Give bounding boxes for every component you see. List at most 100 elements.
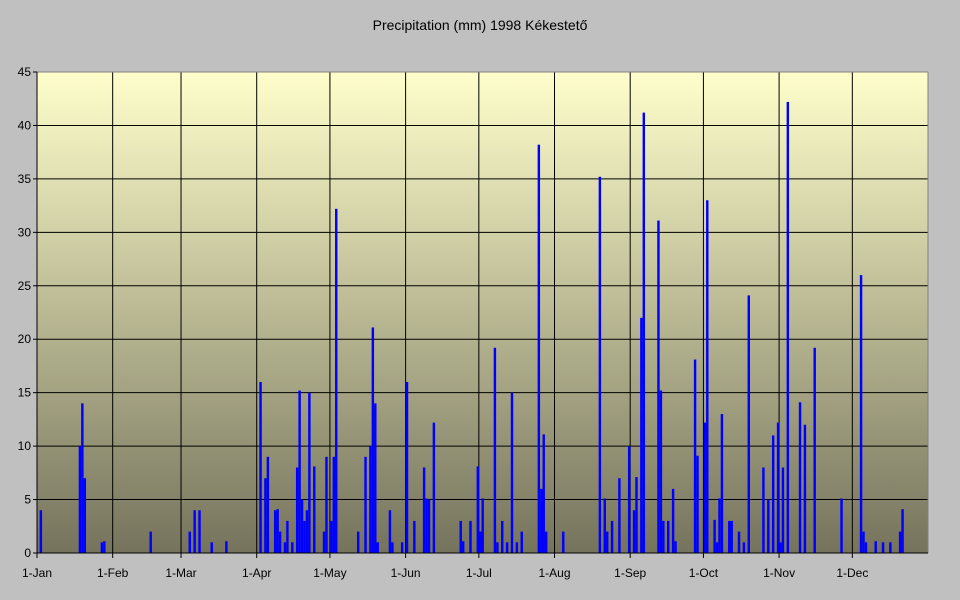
bar-day-284	[728, 520, 731, 553]
bar-day-208	[542, 434, 545, 553]
bar-day-140	[376, 542, 379, 553]
bar-day-278	[713, 519, 716, 553]
bar-day-98	[273, 510, 277, 553]
x-tick-label: 1-Sep	[614, 566, 646, 580]
axes: 0 5 10 15 20 25 30 35 40 45 1-Jan 1-Feb 1-Mar 1-Apr 1-…	[18, 65, 929, 580]
bar-day-27	[100, 542, 104, 553]
bars	[39, 101, 904, 554]
bar-day-300	[767, 499, 770, 553]
x-tick-label: 1-Oct	[689, 566, 719, 580]
x-tick-label: 1-Aug	[538, 566, 570, 580]
bar-day-243	[627, 446, 631, 553]
bar-day-306	[781, 467, 785, 553]
bar-day-188	[493, 347, 497, 553]
bar-day-161	[427, 499, 431, 553]
y-tick-label: 20	[18, 332, 32, 346]
bar-day-195	[510, 392, 514, 553]
x-tick-label: 1-Mar	[165, 566, 196, 580]
bar-day-340	[864, 542, 868, 553]
bar-day-292	[747, 295, 750, 553]
bar-day-135	[364, 456, 367, 553]
x-tick-label: 1-Jul	[466, 566, 492, 580]
bar-day-290	[742, 542, 746, 553]
y-tick-label: 25	[18, 279, 32, 293]
bar-day-107	[295, 467, 299, 553]
bar-day-20	[83, 478, 87, 553]
bar-day-255	[657, 220, 660, 553]
bar-day-257	[662, 520, 665, 553]
bar-day-119	[325, 456, 328, 553]
bar-day-209	[544, 531, 548, 553]
y-tick-label: 10	[18, 439, 32, 453]
x-tick-label: 1-May	[313, 566, 346, 580]
gridlines	[37, 71, 928, 553]
bar-day-233	[603, 498, 606, 553]
bar-day-285	[730, 520, 733, 553]
bar-day-102	[283, 542, 287, 553]
bar-day-160	[425, 498, 428, 553]
x-tick-label: 1-Jan	[22, 566, 52, 580]
bar-day-319	[813, 347, 816, 553]
bar-day-274	[703, 422, 707, 553]
bar-day-246	[635, 477, 638, 553]
x-tick-label: 1-Nov	[763, 566, 795, 580]
y-tick-label: 45	[18, 65, 32, 79]
bar-day-288	[737, 531, 741, 553]
chart-title: Precipitation (mm) 1998 Kékestető	[373, 17, 588, 33]
x-tick-label: 1-Apr	[242, 566, 271, 580]
bar-day-47	[149, 531, 152, 553]
bar-day-234	[605, 531, 609, 553]
bar-day-256	[659, 390, 663, 553]
y-tick-label: 30	[18, 225, 32, 239]
bar-day-100	[278, 531, 282, 553]
y-tick-label: 15	[18, 386, 32, 400]
bar-day-150	[400, 542, 404, 553]
bar-day-132	[356, 531, 360, 553]
bar-day-355	[901, 509, 904, 553]
bar-day-63	[188, 531, 191, 553]
bar-day-114	[313, 466, 316, 553]
bar-day-181	[476, 466, 480, 553]
plot-area	[37, 72, 928, 553]
x-tick-label: 1-Jun	[391, 566, 421, 580]
bar-day-78	[225, 541, 228, 553]
bar-day-110	[303, 520, 306, 553]
bar-day-92	[259, 381, 262, 553]
bar-day-112	[308, 392, 311, 553]
bar-day-259	[667, 520, 670, 553]
y-tick-label: 0	[24, 546, 31, 560]
bar-day-354	[898, 531, 902, 553]
bar-day-67	[198, 510, 201, 553]
bar-day-207	[540, 488, 543, 553]
bar-day-197	[515, 542, 519, 553]
bar-day-189	[496, 542, 499, 553]
bar-day-262	[674, 541, 677, 553]
bar-day-182	[479, 531, 482, 553]
bar-day-18	[78, 446, 82, 553]
bar-day-145	[388, 510, 392, 553]
bar-day-270	[693, 359, 697, 553]
bar-day-330	[840, 498, 843, 553]
bar-day-94	[264, 478, 267, 553]
bar-day-108	[298, 390, 301, 553]
bar-day-174	[459, 520, 462, 553]
bar-day-72	[210, 542, 213, 553]
bar-day-178	[469, 520, 472, 553]
bar-day-271	[696, 455, 699, 553]
bar-day-118	[322, 531, 326, 553]
x-tick-label: 1-Feb	[97, 566, 129, 580]
bar-day-152	[405, 381, 409, 553]
bar-day-123	[335, 208, 338, 553]
bar-day-159	[422, 467, 426, 553]
bar-day-95	[266, 456, 270, 553]
bar-day-249	[642, 112, 646, 554]
bar-day-206	[537, 144, 541, 553]
bar-day-155	[413, 520, 416, 553]
bar-day-216	[562, 531, 565, 553]
y-tick-label: 40	[18, 118, 32, 132]
bar-day-231	[598, 176, 602, 554]
bar-day-137	[369, 446, 372, 553]
y-tick-label: 35	[18, 172, 32, 186]
bar-day-193	[505, 542, 509, 553]
